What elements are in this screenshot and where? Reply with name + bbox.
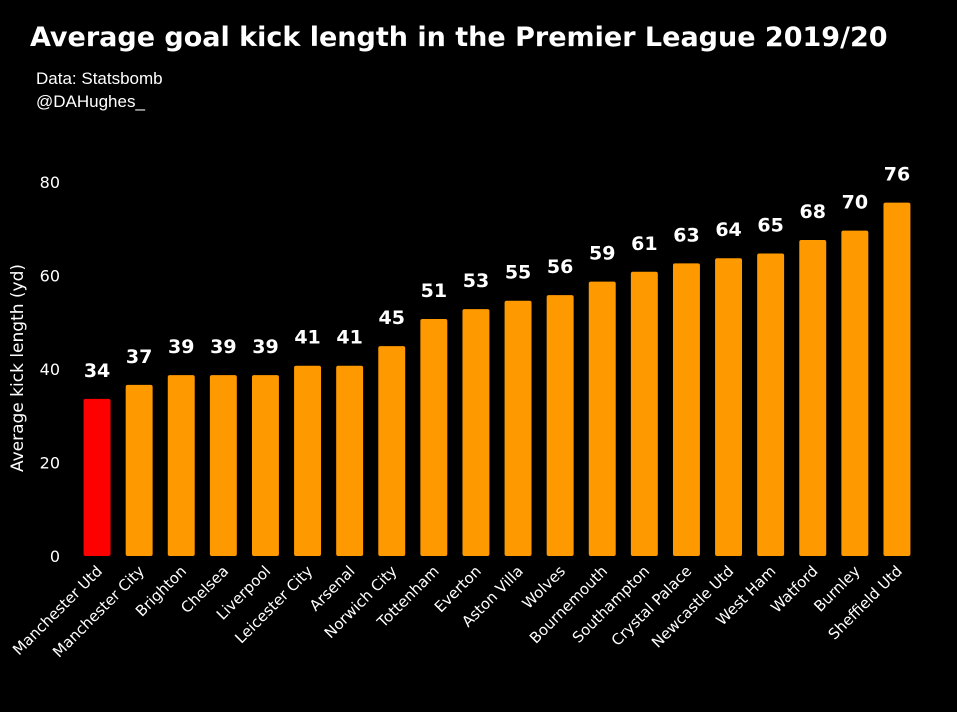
bar (630, 271, 658, 556)
chart-title: Average goal kick length in the Premier … (30, 22, 888, 53)
bars (83, 202, 911, 556)
data-label: 63 (673, 224, 699, 246)
bar (336, 365, 364, 556)
bar (462, 309, 490, 556)
bar (588, 281, 616, 556)
bar (125, 384, 153, 556)
y-axis-label: Average kick length (yd) (8, 264, 28, 472)
bar (251, 375, 279, 556)
bar (420, 318, 448, 556)
data-source: Data: Statsbomb (36, 69, 163, 88)
data-label: 51 (421, 280, 447, 302)
data-label: 53 (463, 270, 489, 292)
data-label: 45 (379, 307, 405, 329)
data-label: 39 (210, 336, 236, 358)
y-tick-label: 60 (40, 267, 60, 286)
y-tick-label: 80 (40, 173, 60, 192)
bar (294, 365, 322, 556)
data-label: 37 (126, 346, 152, 368)
data-label: 70 (842, 192, 868, 214)
data-label: 61 (631, 233, 657, 255)
author-credit: @DAHughes_ (36, 92, 145, 111)
bar (672, 263, 700, 556)
bar (209, 375, 237, 556)
data-label: 64 (715, 219, 741, 241)
data-label: 65 (757, 215, 783, 237)
data-label: 76 (884, 164, 910, 186)
y-axis: 0 20 40 60 80 (40, 173, 60, 566)
bar (378, 346, 406, 556)
data-label: 41 (336, 327, 362, 349)
data-labels: 34 37 39 39 39 41 41 45 51 53 55 56 59 61 63 64 65 68 70 76 (84, 164, 910, 382)
bar (546, 295, 574, 556)
bar (799, 239, 827, 556)
x-tick-label: Sheffield Utd (825, 562, 906, 643)
bar (167, 375, 195, 556)
y-tick-label: 0 (50, 547, 60, 566)
data-label: 55 (505, 262, 531, 284)
bar (83, 398, 111, 556)
bar (883, 202, 911, 556)
data-label: 39 (168, 336, 194, 358)
y-tick-label: 20 (40, 454, 60, 473)
bar (504, 300, 532, 556)
y-tick-label: 40 (40, 360, 60, 379)
bar (715, 258, 743, 556)
data-label: 41 (294, 327, 320, 349)
x-tick-label: Watford (767, 562, 821, 616)
data-label: 39 (252, 336, 278, 358)
data-label: 34 (84, 360, 110, 382)
data-label: 68 (800, 201, 826, 223)
data-label: 56 (547, 256, 573, 278)
data-label: 59 (589, 243, 615, 265)
bar (841, 230, 869, 556)
bar (757, 253, 785, 556)
